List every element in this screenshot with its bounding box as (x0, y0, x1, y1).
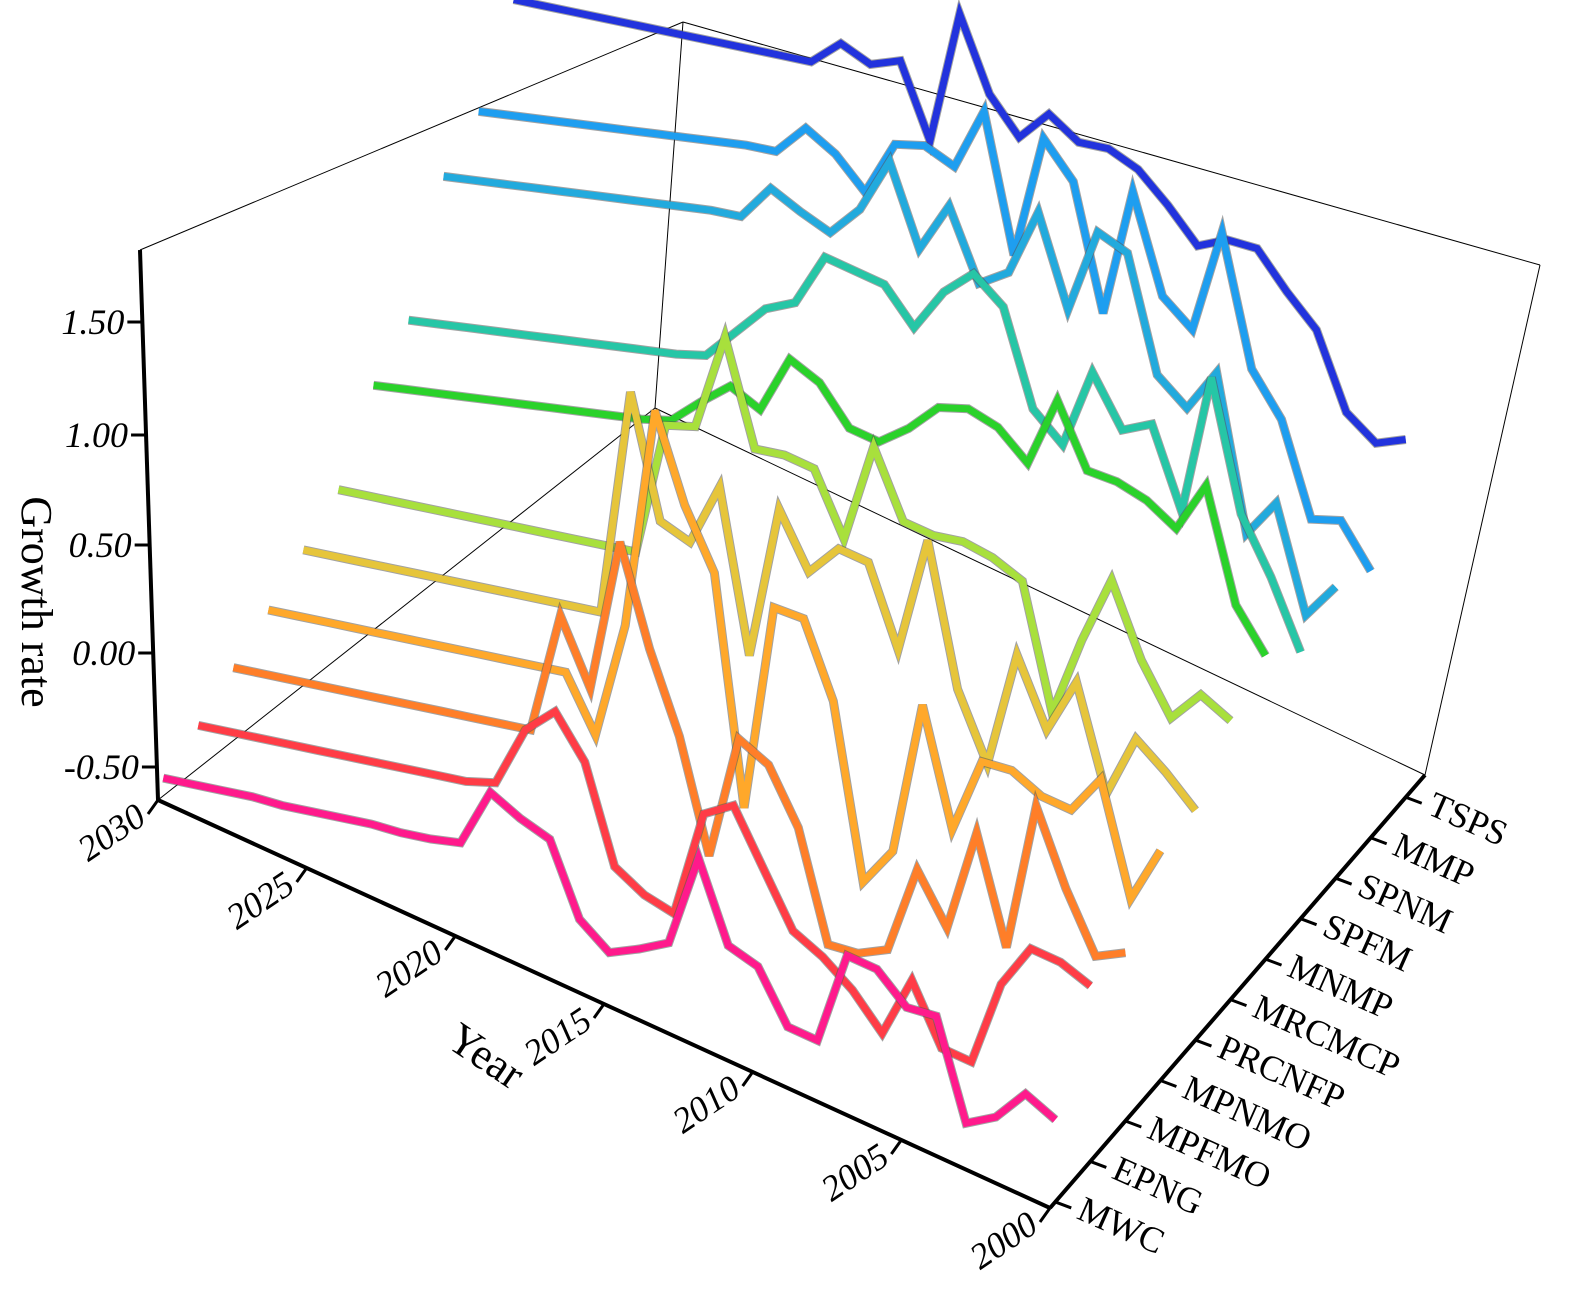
x-tick (741, 1071, 754, 1087)
category-tick (1300, 917, 1318, 927)
box-edge (654, 21, 684, 409)
series-line-mpfmo (232, 540, 1126, 961)
box-edge (139, 21, 684, 251)
x-tick-label: 2005 (814, 1135, 896, 1208)
category-tick (1229, 998, 1248, 1007)
box-edge (654, 407, 1426, 776)
x-tick (444, 935, 457, 951)
category-tick (1335, 876, 1353, 886)
series-line-mrcmcp (337, 324, 1233, 725)
y-axis-title: Growth rate (12, 496, 61, 707)
y-tick-label: 1.50 (61, 302, 124, 342)
x-tick-label: 2010 (665, 1067, 747, 1140)
category-tick (1159, 1079, 1177, 1088)
series-line-tsps (512, 0, 1407, 447)
y-tick-label: 0.00 (72, 633, 135, 673)
category-tick (1405, 795, 1423, 805)
category-tick (1265, 957, 1283, 967)
category-tick (1124, 1119, 1142, 1129)
box-edge (1424, 264, 1541, 776)
category-tick (1194, 1038, 1212, 1048)
series-ribbon-edge (408, 251, 1305, 654)
x-tick (146, 799, 160, 815)
x-tick (592, 1003, 606, 1019)
series-line-mmp (478, 101, 1374, 573)
y-tick-label: -0.50 (64, 747, 139, 787)
x-axis-title: Year (439, 1013, 534, 1099)
series-line-spnm (443, 153, 1339, 622)
y-tick-label: 0.50 (69, 525, 132, 565)
x-tick-label: 2020 (368, 931, 450, 1004)
series-line-mnmp (373, 353, 1269, 658)
chart-axes: -0.500.000.501.001.502000200520102015202… (61, 249, 1514, 1277)
x-tick (1038, 1207, 1052, 1223)
category-tick (1054, 1200, 1072, 1210)
box-edge (682, 21, 1541, 266)
category-tick (1089, 1160, 1107, 1169)
series-line-prcnfp (302, 391, 1199, 813)
y-tick-label: 1.00 (65, 415, 128, 455)
category-tick (1370, 836, 1388, 846)
x-tick-label: 2025 (219, 863, 301, 936)
series-line-spfm (408, 252, 1304, 654)
x-tick (295, 867, 308, 883)
x-tick-label: 2030 (70, 795, 152, 868)
x-tick-label: 2000 (962, 1203, 1044, 1276)
category-axis-line (1048, 773, 1427, 1210)
series-line-mwc (162, 774, 1058, 1128)
series-lines (162, 0, 1407, 1129)
y-axis-line (138, 249, 160, 801)
x-tick (890, 1139, 903, 1155)
series-line-mpnmo (267, 409, 1164, 908)
